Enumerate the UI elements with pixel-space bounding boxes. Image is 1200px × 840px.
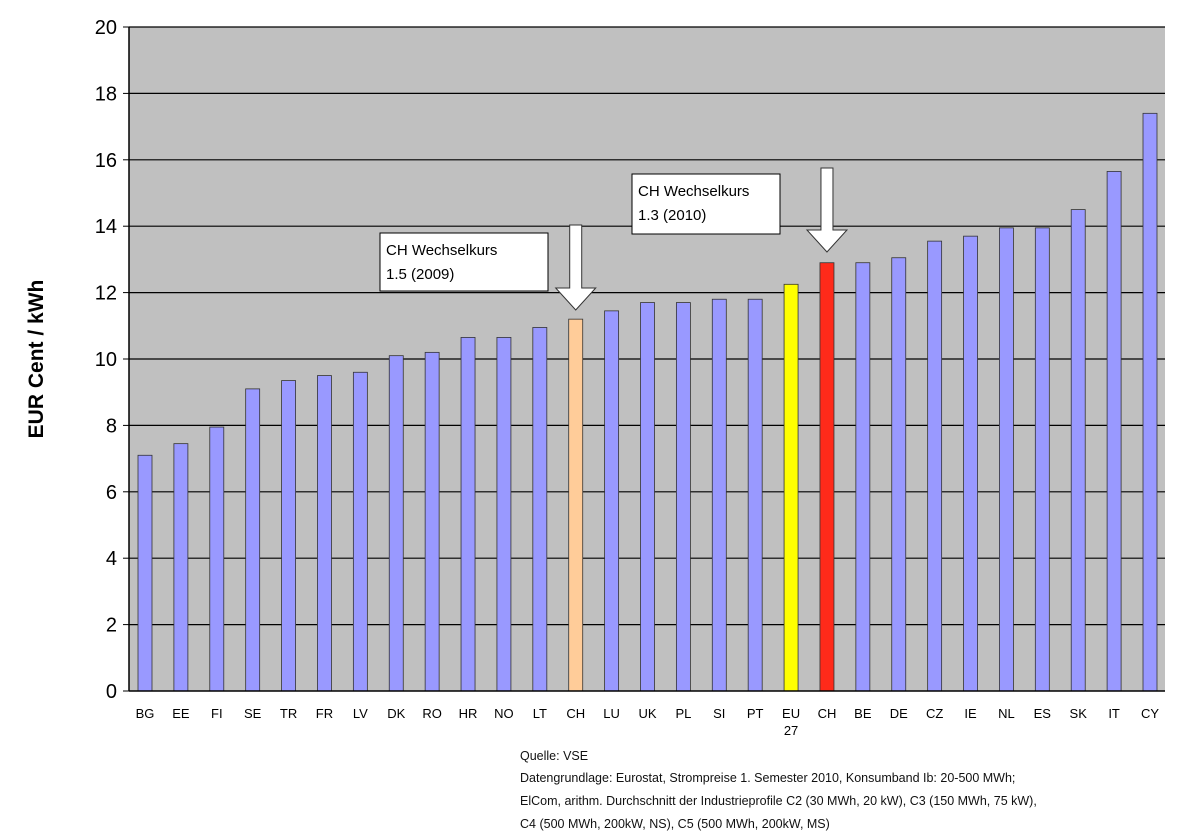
x-tick-label: CY <box>1141 706 1159 721</box>
x-tick-label: LT <box>533 706 547 721</box>
bar-sk <box>1070 209 1086 692</box>
source-line-1: Quelle: VSE <box>520 749 589 763</box>
x-tick-label: HR <box>459 706 478 721</box>
bar-cy <box>1142 112 1158 692</box>
x-tick-label: EE <box>172 706 190 721</box>
x-tick-label: PT <box>747 706 764 721</box>
y-tick-label: 4 <box>106 548 117 570</box>
source-line-2: Datengrundlage: Eurostat, Strompreise 1.… <box>520 771 1016 785</box>
x-tick-label: BG <box>136 706 155 721</box>
y-tick-label: 18 <box>95 83 117 105</box>
x-tick-label: DK <box>387 706 405 721</box>
callout-line-2: 1.3 (2010) <box>638 207 706 224</box>
bar-it <box>1106 171 1122 692</box>
x-tick-label: LU <box>603 706 620 721</box>
bar-nl <box>999 227 1014 692</box>
y-tick-label: 2 <box>106 615 117 637</box>
bar-tr <box>281 380 296 692</box>
y-tick-label: 0 <box>106 681 117 703</box>
bar-ch <box>819 262 835 692</box>
callout-line-2: 1.5 (2009) <box>386 266 454 283</box>
x-tick-label: SK <box>1070 706 1088 721</box>
bar-pt <box>747 298 763 692</box>
y-tick-label: 10 <box>95 349 117 371</box>
source-line-3: ElCom, arithm. Durchschnitt der Industri… <box>520 794 1037 808</box>
annotation-callout: CH Wechselkurs 1.3 (2010) <box>631 167 849 253</box>
bar-lu <box>604 310 620 692</box>
x-tick-label: UK <box>638 706 656 721</box>
x-tick-label: TR <box>280 706 297 721</box>
bar-uk <box>640 302 655 692</box>
bar-hr <box>460 337 476 692</box>
x-tick-label: FR <box>316 706 333 721</box>
y-tick-label: 16 <box>95 150 117 172</box>
bar-lv <box>352 371 368 692</box>
x-tick-label: SI <box>713 706 725 721</box>
bar-be <box>855 262 871 692</box>
bar-ch <box>568 318 584 692</box>
arrow-down-icon <box>805 167 849 253</box>
x-tick-label: IT <box>1108 706 1120 721</box>
x-tick-label: CZ <box>926 706 943 721</box>
annotation-callout: CH Wechselkurs 1.5 (2009) <box>379 224 597 311</box>
source-line-4: C4 (500 MWh, 200kW, NS), C5 (500 MWh, 20… <box>520 817 830 831</box>
bar-fr <box>317 375 332 692</box>
x-tick-label: SE <box>244 706 262 721</box>
y-tick-label: 20 <box>95 17 117 39</box>
x-tick-label: LV <box>353 706 368 721</box>
bar-si <box>711 298 727 692</box>
y-tick-label: 8 <box>106 415 117 437</box>
bar-eu27 <box>783 283 799 692</box>
bar-ie <box>963 235 978 692</box>
x-tick-label: EU <box>782 706 800 721</box>
bar-ro <box>424 351 440 692</box>
callout-box <box>379 232 549 292</box>
y-tick-label: 14 <box>95 216 117 238</box>
x-tick-label: FI <box>211 706 223 721</box>
x-tick-label: BE <box>854 706 872 721</box>
y-tick-label: 12 <box>95 283 117 305</box>
x-tick-label: ES <box>1034 706 1052 721</box>
x-tick-label: NL <box>998 706 1015 721</box>
y-axis-label: EUR Cent / kWh <box>25 280 48 439</box>
x-tick-label: CH <box>818 706 837 721</box>
arrow-down-icon <box>554 224 597 311</box>
x-tick-label: RO <box>422 706 442 721</box>
x-tick-label: CH <box>566 706 585 721</box>
bar-es <box>1034 227 1050 692</box>
bar-bg <box>137 454 153 692</box>
bar-dk <box>388 355 404 692</box>
callout-line-1: CH Wechselkurs <box>638 183 749 200</box>
callout-line-1: CH Wechselkurs <box>386 242 497 259</box>
bar-se <box>245 388 261 692</box>
bar-pl <box>675 302 691 692</box>
x-tick-label: PL <box>675 706 691 721</box>
bar-no <box>496 337 512 692</box>
x-tick-label: DE <box>890 706 908 721</box>
bar-de <box>891 257 907 692</box>
bar-cz <box>927 240 943 692</box>
bar-fi <box>209 426 225 692</box>
bar-lt <box>532 327 548 692</box>
y-tick-label: 6 <box>106 482 117 504</box>
bar-ee <box>173 443 189 692</box>
x-tick-label: 27 <box>784 723 798 738</box>
x-tick-label: IE <box>964 706 977 721</box>
callout-box <box>631 173 781 235</box>
x-tick-label: NO <box>494 706 514 721</box>
